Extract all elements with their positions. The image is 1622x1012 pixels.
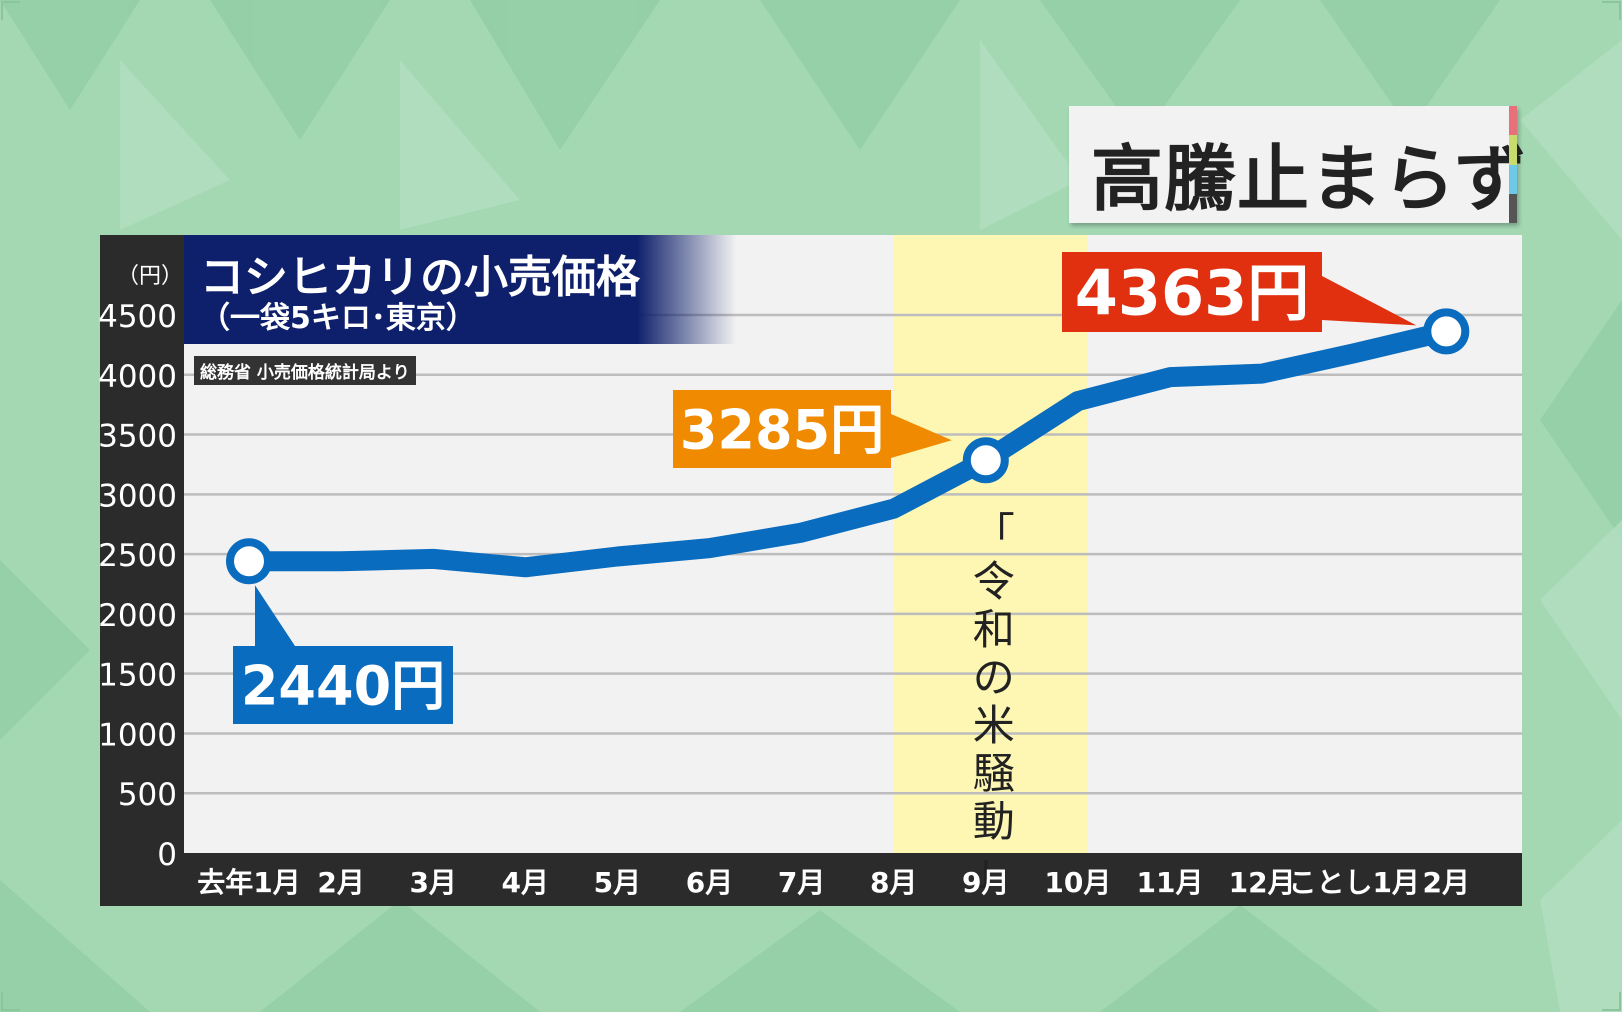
x-tick-label: 9月 <box>962 866 1009 899</box>
series-line <box>239 321 1457 578</box>
y-tick-label: 1500 <box>98 658 177 694</box>
color-stripes <box>1509 106 1517 223</box>
chart-title: コシヒカリの小売価格 <box>200 252 640 303</box>
y-tick-label: 3500 <box>98 419 177 455</box>
x-tick-label: 3月 <box>409 866 456 899</box>
data-point-marker <box>962 437 1009 484</box>
highlight-label-char: 動 <box>973 797 1015 846</box>
callout-pointer <box>1322 276 1417 326</box>
highlight-label-char: 」 <box>973 845 1015 894</box>
data-point-marker <box>226 538 272 585</box>
x-tick-label: 2月 <box>1423 866 1470 899</box>
callout-box <box>1062 252 1322 332</box>
highlight-label-char: 和 <box>973 605 1015 654</box>
highlight-label-char: 令 <box>973 557 1015 606</box>
chart-subtitle: （一袋5キロ･東京） <box>200 301 476 336</box>
source-note: 総務省 小売価格統計局より <box>194 356 416 385</box>
headline-text: 高騰止まらず <box>1091 137 1528 221</box>
x-tick-label: 8月 <box>870 866 917 899</box>
x-tick-label: 2月 <box>317 866 364 899</box>
x-tick-label: 5月 <box>594 866 641 899</box>
callout-value-label: 3285円 <box>680 398 884 461</box>
y-tick-label: 3000 <box>98 478 177 514</box>
callout-pointer <box>255 585 295 646</box>
y-tick-label: 2500 <box>98 538 177 574</box>
callout-pointer <box>891 414 952 458</box>
highlight-label-char: の <box>973 653 1015 702</box>
y-tick-label: 2000 <box>98 598 177 634</box>
x-tick-label: 12月 <box>1229 866 1296 899</box>
chart-title-box: コシヒカリの小売価格 （一袋5キロ･東京） <box>184 235 736 344</box>
y-tick-label: 4500 <box>98 299 177 335</box>
y-tick-label: 4000 <box>98 359 177 395</box>
callout-box <box>233 646 453 724</box>
highlight-label-char: 米 <box>973 701 1015 750</box>
callout-value-label: 4363円 <box>1075 256 1310 329</box>
y-tick-label: 0 <box>157 837 177 873</box>
data-point-marker <box>1423 308 1470 355</box>
callout-box <box>673 390 891 468</box>
x-tick-label: 10月 <box>1044 866 1111 899</box>
callout-value-label: 2440円 <box>241 654 445 717</box>
x-tick-label: 去年1月 <box>197 866 300 899</box>
y-tick-label: 1000 <box>98 717 177 753</box>
highlight-band <box>893 235 1088 853</box>
y-unit-label: （円） <box>117 264 183 289</box>
y-tick-label: 500 <box>118 777 177 813</box>
headline-badge: 高騰止まらず <box>1069 106 1527 223</box>
x-tick-label: 7月 <box>778 866 825 899</box>
x-tick-label: ことし1月 <box>1288 866 1419 899</box>
x-tick-label: 4月 <box>502 866 549 899</box>
x-tick-label: 11月 <box>1137 866 1204 899</box>
highlight-label-char: 騒 <box>973 749 1015 798</box>
x-tick-label: 6月 <box>686 866 733 899</box>
highlight-label-char: 「 <box>973 509 1015 558</box>
